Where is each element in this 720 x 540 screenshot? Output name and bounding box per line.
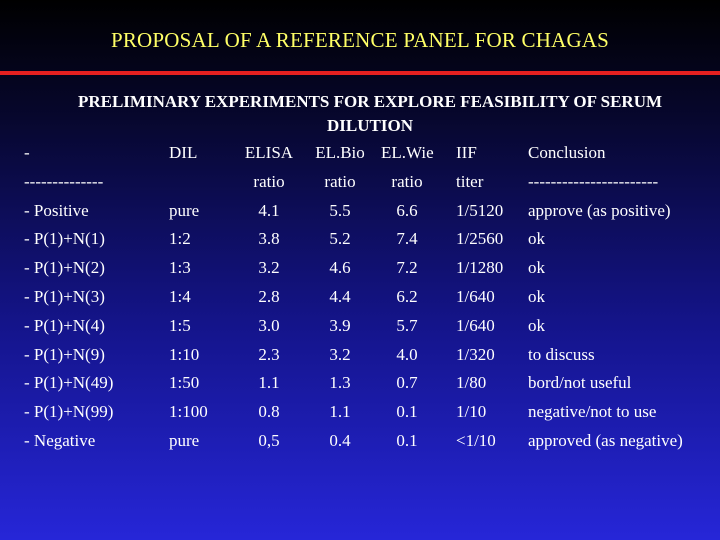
el-wie-ratio-cell: 7.4 <box>396 229 418 249</box>
header-el-bio: EL.Bio <box>315 143 365 162</box>
table-row: - Negative pure 0,5 0.4 0.1 <1/10 approved (as… <box>0 431 720 460</box>
results-table: - DIL ELISA EL.Bio EL.Wie IIF Conclusion… <box>0 143 720 460</box>
dilution-cell: 1:50 <box>169 373 200 393</box>
table-row: - P(1)+N(99) 1:100 0.8 1.1 0.1 1/10 negative/n… <box>0 402 720 431</box>
table-row: - P(1)+N(4) 1:5 3.0 3.9 5.7 1/640 ok <box>0 316 720 345</box>
table-header-row: - DIL ELISA EL.Bio EL.Wie IIF Conclusion <box>0 143 720 172</box>
el-bio-ratio-cell: 4.6 <box>329 258 351 278</box>
dilution-cell: 1:4 <box>169 286 191 306</box>
elisa-ratio-cell: 2.3 <box>258 344 280 364</box>
el-wie-ratio-cell: 0.7 <box>396 373 418 393</box>
iif-titer-cell: 1/80 <box>456 373 487 393</box>
table-subheader-row: -------------- ratio ratio ratio titer -… <box>0 172 720 201</box>
el-bio-ratio-cell: 5.5 <box>329 200 351 220</box>
dilution-cell: pure <box>169 430 200 450</box>
conclusion-cell: negative/not to use <box>528 402 657 422</box>
sample-cell: - Positive <box>24 200 89 220</box>
conclusion-cell: to discuss <box>528 344 595 364</box>
dilution-cell: 1:2 <box>169 229 191 249</box>
conclusion-cell: approved (as negative) <box>528 430 683 450</box>
el-wie-ratio-cell: 4.0 <box>396 344 418 364</box>
dilution-cell: 1:3 <box>169 258 191 278</box>
dilution-cell: pure <box>169 200 200 220</box>
subheader-el-bio: ratio <box>324 171 356 191</box>
sample-cell: - P(1)+N(9) <box>24 344 105 364</box>
el-wie-ratio-cell: 6.2 <box>396 286 418 306</box>
elisa-ratio-cell: 0,5 <box>258 430 280 450</box>
slide-subtitle: PRELIMINARY EXPERIMENTS FOR EXPLORE FEAS… <box>77 92 663 135</box>
conclusion-cell: approve (as positive) <box>528 200 671 220</box>
iif-titer-cell: 1/5120 <box>456 200 504 220</box>
table-row: - P(1)+N(49) 1:50 1.1 1.3 0.7 1/80 bord/not us… <box>0 373 720 402</box>
elisa-ratio-cell: 3.2 <box>258 258 280 278</box>
table-row: - P(1)+N(2) 1:3 3.2 4.6 7.2 1/1280 ok <box>0 258 720 287</box>
el-bio-ratio-cell: 1.3 <box>329 373 351 393</box>
el-bio-ratio-cell: 3.9 <box>329 315 351 335</box>
el-bio-ratio-cell: 0.4 <box>329 430 351 450</box>
sample-cell: - P(1)+N(1) <box>24 229 105 249</box>
el-wie-ratio-cell: 0.1 <box>396 402 418 422</box>
conclusion-cell: ok <box>528 258 545 278</box>
subheader-iif: titer <box>456 171 484 191</box>
title-divider <box>0 71 720 75</box>
header-elisa: ELISA <box>244 143 294 162</box>
elisa-ratio-cell: 1.1 <box>258 373 280 393</box>
table-row: - P(1)+N(9) 1:10 2.3 3.2 4.0 1/320 to discuss <box>0 345 720 374</box>
iif-titer-cell: <1/10 <box>456 430 496 450</box>
table-row: - P(1)+N(1) 1:2 3.8 5.2 7.4 1/2560 ok <box>0 229 720 258</box>
el-wie-ratio-cell: 0.1 <box>396 430 418 450</box>
el-wie-ratio-cell: 5.7 <box>396 315 418 335</box>
subheader-conclusion: ----------------------- <box>528 171 659 191</box>
table-row: - P(1)+N(3) 1:4 2.8 4.4 6.2 1/640 ok <box>0 287 720 316</box>
elisa-ratio-cell: 3.8 <box>258 229 280 249</box>
el-wie-ratio-cell: 7.2 <box>396 258 418 278</box>
iif-titer-cell: 1/10 <box>456 402 487 422</box>
iif-titer-cell: 1/640 <box>456 286 495 306</box>
el-bio-ratio-cell: 5.2 <box>329 229 351 249</box>
elisa-ratio-cell: 2.8 <box>258 286 280 306</box>
dilution-cell: 1:5 <box>169 315 191 335</box>
header-sample: - <box>24 143 30 162</box>
header-conclusion: Conclusion <box>528 143 606 162</box>
conclusion-cell: ok <box>528 315 545 335</box>
sample-cell: - P(1)+N(4) <box>24 315 105 335</box>
iif-titer-cell: 1/640 <box>456 315 495 335</box>
elisa-ratio-cell: 0.8 <box>258 402 280 422</box>
elisa-ratio-cell: 4.1 <box>258 200 280 220</box>
iif-titer-cell: 1/1280 <box>456 258 504 278</box>
dilution-cell: 1:10 <box>169 344 200 364</box>
header-dil: DIL <box>169 143 198 162</box>
elisa-ratio-cell: 3.0 <box>258 315 280 335</box>
sample-cell: - P(1)+N(49) <box>24 373 114 393</box>
conclusion-cell: bord/not useful <box>528 373 632 393</box>
header-iif: IIF <box>456 143 477 162</box>
iif-titer-cell: 1/2560 <box>456 229 504 249</box>
subheader-el-wie: ratio <box>391 171 423 191</box>
sample-cell: - P(1)+N(99) <box>24 402 114 422</box>
slide-title: PROPOSAL OF A REFERENCE PANEL FOR CHAGAS <box>110 28 610 52</box>
subheader-sample: -------------- <box>24 171 104 191</box>
el-wie-ratio-cell: 6.6 <box>396 200 418 220</box>
sample-cell: - P(1)+N(2) <box>24 258 105 278</box>
el-bio-ratio-cell: 3.2 <box>329 344 351 364</box>
conclusion-cell: ok <box>528 229 545 249</box>
iif-titer-cell: 1/320 <box>456 344 495 364</box>
conclusion-cell: ok <box>528 286 545 306</box>
sample-cell: - P(1)+N(3) <box>24 286 105 306</box>
el-bio-ratio-cell: 4.4 <box>329 286 351 306</box>
table-row: - Positive pure 4.1 5.5 6.6 1/5120 approve (as… <box>0 201 720 230</box>
el-bio-ratio-cell: 1.1 <box>329 402 351 422</box>
subheader-elisa: ratio <box>253 171 285 191</box>
sample-cell: - Negative <box>24 430 96 450</box>
dilution-cell: 1:100 <box>169 402 208 422</box>
header-el-wie: EL.Wie <box>381 143 434 162</box>
